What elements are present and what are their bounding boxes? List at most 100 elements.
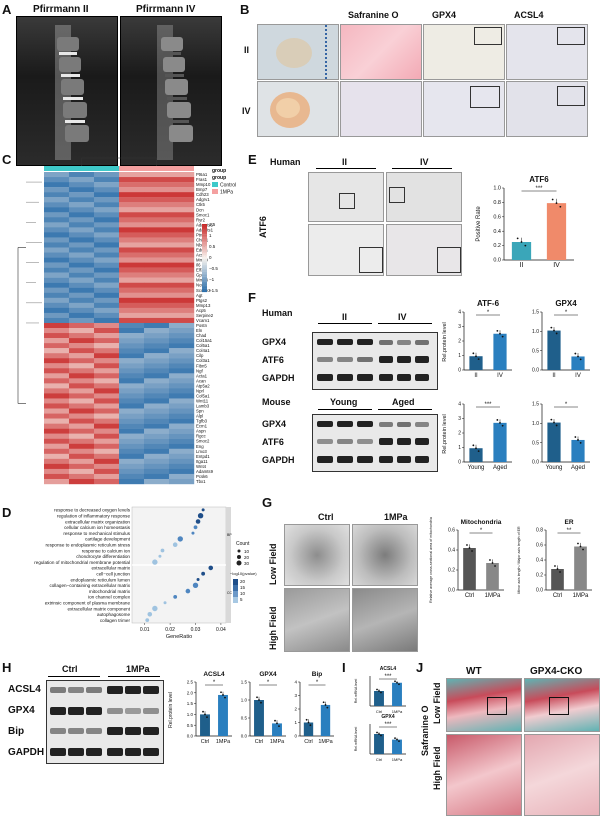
go-dot: [196, 578, 200, 581]
heatmap-cell: [144, 448, 170, 455]
heatmap-cell: [169, 438, 195, 444]
h-charts-panel: 0.0 0.5 1.0 1.5 2.0 2.5 Ctrl 1MPa * ACSL4 0.0 0.5 1.…: [166, 660, 336, 760]
data-point: [274, 719, 276, 722]
data-point: [574, 352, 577, 355]
data-point: [376, 688, 378, 691]
h-band-bip: Bip: [8, 726, 25, 737]
gene-label: Lamb3: [196, 404, 210, 409]
heatmap-cell: [169, 348, 195, 354]
data-point: [550, 326, 553, 329]
data-point: [489, 559, 491, 561]
row-ii: II: [244, 45, 250, 55]
bar: [374, 734, 384, 754]
heatmap-cell: [94, 237, 120, 243]
gene-label: Serpine2: [196, 313, 214, 318]
heatmap-cell: [144, 217, 170, 223]
g-col-1mpa: 1MPa: [384, 512, 408, 522]
heatmap-cell: [94, 272, 120, 278]
gene-label: Cdh23: [196, 192, 209, 197]
heatmap-cell: [94, 373, 120, 379]
color-scale-step: [202, 264, 207, 267]
y-tick-label: 4: [458, 402, 461, 408]
heatmap-cell: [94, 322, 120, 329]
heatmap-cell: [169, 192, 195, 198]
color-scale-step: [202, 252, 207, 255]
color-scale-step: [202, 280, 207, 282]
heatmap-cell: [144, 453, 170, 460]
heatmap-cell: [44, 217, 70, 223]
heatmap-cell: [169, 428, 195, 434]
color-scale-tick: −1: [209, 277, 215, 282]
heatmap-cell: [94, 388, 120, 394]
heatmap-cell: [169, 222, 195, 228]
heatmap-cell: [144, 443, 170, 449]
go-dot: [201, 571, 206, 576]
legend-title: group: [212, 168, 226, 174]
go-dot: [172, 542, 178, 547]
color-scale-step: [202, 249, 207, 252]
heatmap-cell: [144, 207, 170, 213]
j-wt-low: [446, 678, 522, 732]
legend-count-title: Count: [236, 541, 250, 547]
data-point: [475, 355, 477, 358]
heatmap-cell: [169, 272, 195, 278]
heatmap-cell: [94, 312, 120, 319]
category-label: 1MPa: [485, 593, 501, 599]
label-pfirrmann-ii: Pfirrmann II: [33, 4, 89, 15]
y-axis-label: Positive Rate: [476, 206, 482, 242]
heatmap-cell: [169, 262, 195, 268]
f-mouse-band-gpx4: GPX4: [262, 419, 287, 429]
heatmap-cell: [94, 478, 120, 485]
heatmap-cell: [169, 242, 195, 248]
heatmap-cell: [144, 403, 170, 409]
heatmap-cell: [44, 322, 70, 329]
f-mouse-band-gapdh: GAPDH: [262, 455, 295, 465]
panel-i-letter: I: [342, 660, 346, 675]
heatmap-cell: [169, 217, 195, 223]
heatmap-cell: [119, 463, 145, 470]
data-point: [577, 439, 579, 441]
heatmap-cell: [144, 473, 170, 480]
g-col-ctrl: Ctrl: [318, 512, 334, 522]
heatmap-cell: [44, 302, 70, 309]
go-term-label: extracellular matrix component: [67, 606, 130, 611]
category-label: 1MPa: [573, 593, 589, 599]
heatmap-cell: [94, 207, 120, 213]
bar: [493, 333, 507, 370]
heatmap-cell: [44, 333, 70, 339]
heatmap-cell: [69, 262, 95, 268]
heatmap-cell: [94, 262, 120, 268]
heatmap-cell: [144, 177, 170, 183]
y-tick-label: 0.4: [448, 548, 455, 554]
bar: [200, 714, 210, 736]
heatmap-cell: [144, 413, 170, 419]
bar: [574, 546, 587, 590]
heatmap-cell: [94, 453, 120, 460]
color-scale-step: [202, 263, 207, 265]
go-term-label: cellular calcium ion homeostasis: [64, 525, 131, 530]
go-term-label: autophagosome: [97, 612, 130, 617]
heatmap-cell: [44, 287, 70, 293]
heatmap-cell: [44, 207, 70, 213]
heatmap-cell: [119, 262, 145, 268]
go-dot: [201, 508, 205, 512]
bar: [547, 330, 561, 370]
go-term-label: collagen trimer: [100, 618, 131, 623]
color-scale-step: [202, 251, 207, 253]
heatmap-cell: [44, 433, 70, 439]
heatmap-cell: [144, 388, 170, 394]
heatmap-cell: [94, 403, 120, 409]
heatmap-cell: [44, 363, 70, 369]
heatmap-cell: [119, 317, 145, 324]
heatmap-cell: [144, 222, 170, 228]
heatmap-cell: [69, 398, 95, 404]
heatmap-cell: [69, 433, 95, 439]
bar: [392, 682, 402, 706]
heatmap-cell: [169, 403, 195, 409]
heatmap-cell: [119, 328, 145, 334]
heatmap-cell: [144, 237, 170, 243]
y-tick-label: 0.4: [493, 229, 501, 235]
heatmap-cell: [44, 468, 70, 475]
data-point: [256, 696, 258, 699]
heatmap-cell: [69, 333, 95, 339]
